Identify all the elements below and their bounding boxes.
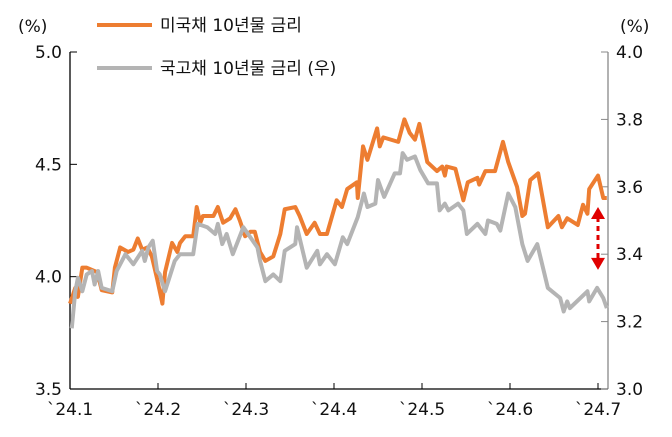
x-tick-label: `24.6: [487, 400, 533, 420]
right-tick-label: 3.0: [616, 380, 643, 400]
x-tick-label: `24.4: [311, 400, 357, 420]
left-tick-label: 3.5: [35, 380, 62, 400]
left-tick-label: 5.0: [35, 43, 62, 63]
x-tick-label: `24.3: [223, 400, 269, 420]
right-tick-label: 3.6: [616, 178, 643, 198]
arrow-up-icon: [591, 207, 605, 220]
left-tick-label: 4.5: [35, 155, 62, 175]
x-tick-label: `24.5: [399, 400, 445, 420]
left-axis-label: (%): [18, 17, 47, 37]
arrow-down-icon: [591, 257, 605, 270]
x-tick-label: `24.2: [135, 400, 181, 420]
left-tick-label: 4.0: [35, 268, 62, 288]
right-tick-label: 3.8: [616, 110, 643, 130]
right-tick-label: 4.0: [616, 43, 643, 63]
right-axis-label: (%): [620, 17, 649, 37]
legend-label-kr: 국고채 10년물 금리 (우): [160, 59, 336, 79]
right-tick-label: 3.4: [616, 245, 643, 265]
legend-label-us: 미국채 10년물 금리: [160, 16, 302, 36]
x-tick-label: `24.1: [47, 400, 93, 420]
kr-10y-yield-line: [69, 151, 609, 329]
right-tick-label: 3.2: [616, 313, 643, 333]
us-10y-yield-line: [68, 117, 607, 306]
x-tick-label: `24.7: [575, 400, 621, 420]
